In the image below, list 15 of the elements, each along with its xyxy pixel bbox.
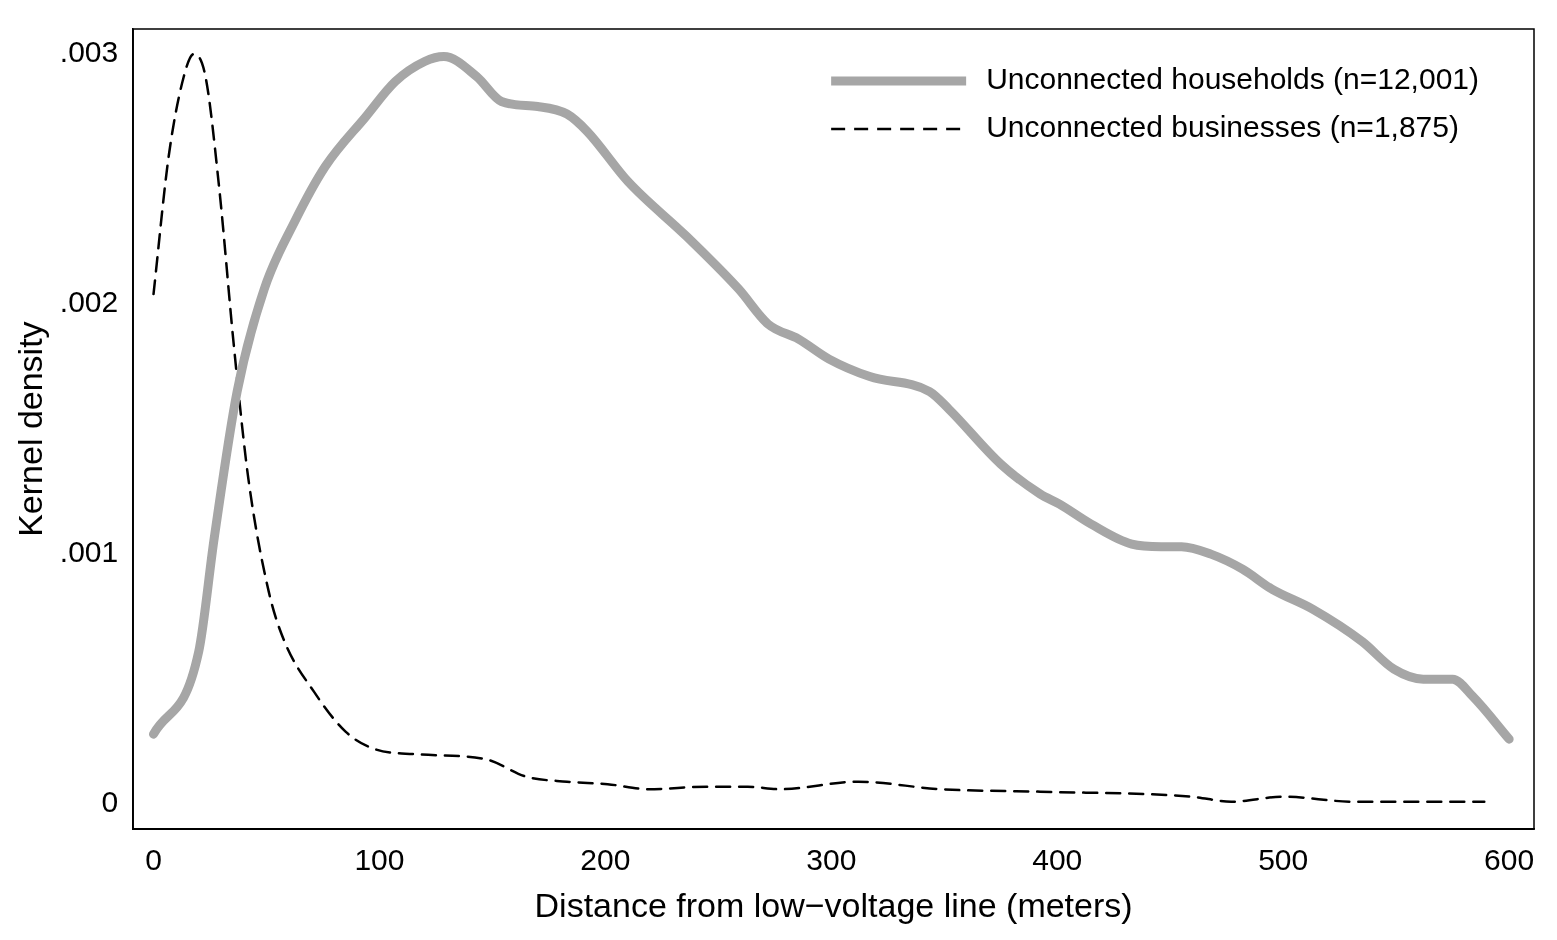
- y-tick-label: .002: [59, 285, 119, 319]
- legend-label: Unconnected households (n=12,001): [986, 62, 1480, 96]
- y-tick-label: .003: [59, 35, 119, 69]
- x-axis-title: Distance from low−voltage line (meters): [534, 885, 1133, 924]
- legend-label: Unconnected businesses (n=1,875): [986, 110, 1459, 144]
- y-tick-label: 0: [101, 785, 119, 819]
- x-tick-label: 0: [145, 843, 162, 877]
- y-tick-label: .001: [59, 535, 119, 569]
- x-tick-label: 600: [1484, 843, 1535, 877]
- y-axis-title: Kernel density: [10, 321, 49, 537]
- x-tick-label: 500: [1258, 843, 1309, 877]
- x-tick-label: 100: [354, 843, 405, 877]
- x-tick-label: 200: [580, 843, 631, 877]
- x-tick-label: 400: [1032, 843, 1083, 877]
- x-tick-label: 300: [806, 843, 857, 877]
